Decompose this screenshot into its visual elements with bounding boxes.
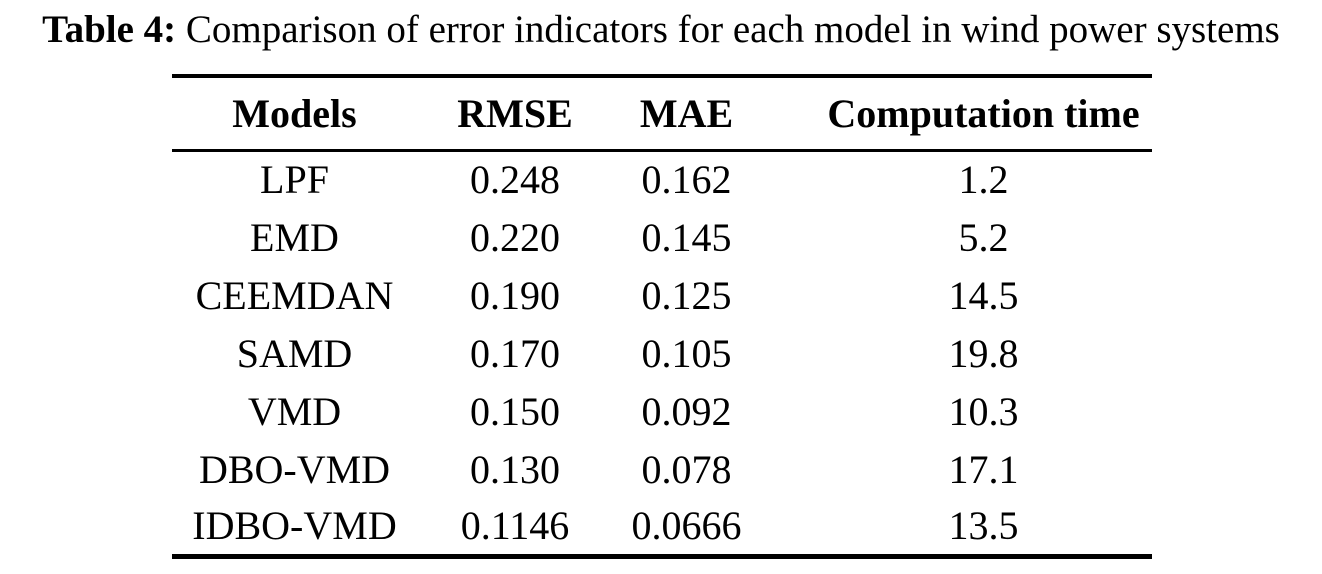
table-cell: 0.170 — [470, 330, 560, 376]
table-cell: LPF — [260, 157, 329, 203]
table-body: LPF 0.248 0.162 1.2 EMD 0.220 0.145 5.2 CEEMDAN 0… — [172, 150, 1152, 556]
table-caption-label: Table 4: — [42, 8, 177, 51]
table-cell: 0.078 — [641, 446, 732, 492]
table-row: CEEMDAN 0.190 0.125 14.5 — [172, 266, 1152, 324]
table-header-row: Models RMSE MAE Computation time — [172, 76, 1152, 152]
error-indicators-table: Models RMSE MAE Computation time LPF 0.24… — [172, 74, 1152, 559]
table-cell: 0.092 — [641, 388, 732, 434]
table-cell: 0.0666 — [631, 503, 742, 549]
column-header-mae: MAE — [613, 76, 760, 152]
table-cell: 0.145 — [641, 214, 732, 260]
table-row: IDBO-VMD 0.1146 0.0666 13.5 — [172, 498, 1152, 556]
table-cell: 14.5 — [948, 272, 1019, 318]
table-cell: 17.1 — [948, 446, 1019, 492]
table-cell: 0.248 — [470, 157, 560, 203]
table-cell: 0.105 — [641, 330, 732, 376]
table-cell: 0.125 — [641, 272, 732, 318]
column-header-rmse: RMSE — [417, 76, 613, 152]
table-row: VMD 0.150 0.092 10.3 — [172, 382, 1152, 440]
table-caption-text: Comparison of error indicators for each … — [185, 8, 1280, 51]
table-cell: 0.162 — [641, 157, 732, 203]
table-cell: 1.2 — [958, 157, 1009, 203]
table-cell: VMD — [247, 388, 342, 434]
table-cell: CEEMDAN — [195, 272, 394, 318]
column-header-models: Models — [172, 76, 417, 152]
table-cell: 0.190 — [470, 272, 560, 318]
table-cell: IDBO-VMD — [192, 503, 397, 549]
table-cell: 5.2 — [958, 214, 1009, 260]
table-cell: 19.8 — [948, 330, 1019, 376]
table-cell: SAMD — [236, 330, 353, 376]
table-cell: 10.3 — [948, 388, 1019, 434]
table-row: SAMD 0.170 0.105 19.8 — [172, 324, 1152, 382]
table-cell: 0.220 — [470, 214, 560, 260]
table-cell: 0.150 — [470, 388, 560, 434]
table-cell: DBO-VMD — [198, 446, 391, 492]
table-row: LPF 0.248 0.162 1.2 — [172, 150, 1152, 208]
table-caption: Table 4: Comparison of error indicators … — [0, 4, 1322, 70]
table-cell: EMD — [250, 214, 339, 260]
table-cell: 13.5 — [948, 503, 1019, 549]
table-cell: 0.130 — [470, 446, 560, 492]
table-row: EMD 0.220 0.145 5.2 — [172, 208, 1152, 266]
table-row: DBO-VMD 0.130 0.078 17.1 — [172, 440, 1152, 498]
column-header-computation-time: Computation time — [760, 76, 1152, 152]
table-cell: 0.1146 — [460, 503, 570, 549]
